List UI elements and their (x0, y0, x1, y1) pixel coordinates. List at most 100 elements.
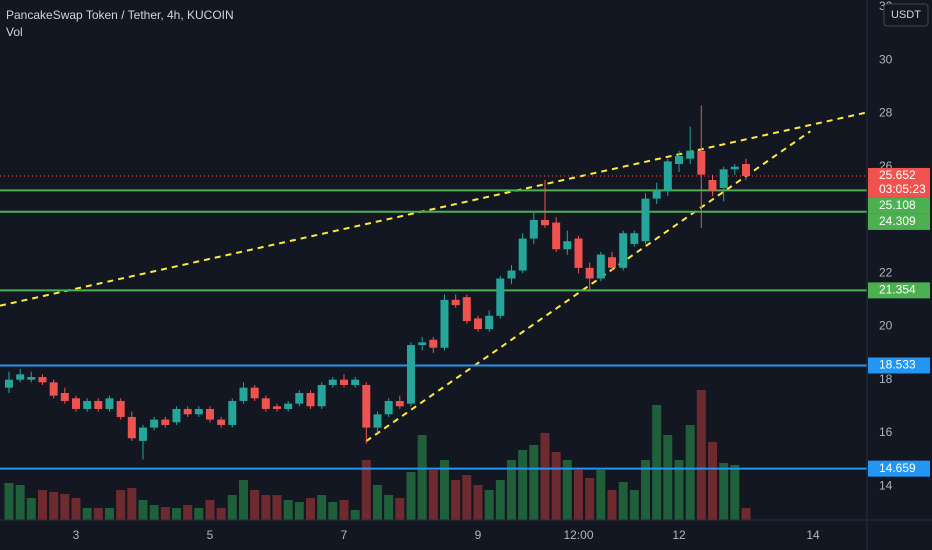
last-price-box (868, 167, 930, 198)
x-tick-label: 12 (672, 528, 686, 542)
volume-bar (238, 480, 248, 520)
volume-bar (562, 460, 572, 520)
volume-bar (261, 495, 271, 520)
volume-bar (93, 508, 103, 520)
volume-bar (741, 508, 751, 520)
volume-bar (506, 460, 516, 520)
level-label: 14.659 (879, 461, 916, 475)
candle-body (708, 179, 717, 191)
candle-body (4, 379, 13, 388)
volume-bar (484, 490, 494, 520)
volume-bar (406, 472, 416, 520)
y-tick-label: 22 (879, 265, 893, 279)
volume-bar (116, 490, 126, 520)
volume-bar (719, 463, 729, 520)
level-box (868, 282, 930, 299)
candle-body (183, 408, 192, 415)
volume-bar (629, 490, 639, 520)
level-box (868, 213, 930, 230)
trend-line (0, 111, 868, 307)
candle-body (362, 385, 371, 428)
chart-title: PancakeSwap Token / Tether, 4h, KUCOIN (6, 8, 234, 22)
candle-body (105, 398, 114, 409)
volume-bar (685, 425, 695, 520)
candle-body (741, 164, 750, 176)
volume-bar (607, 490, 617, 520)
x-tick-label: 12:00 (563, 528, 593, 542)
volume-bar (361, 460, 371, 520)
candle-body (697, 150, 706, 175)
volume-bar (451, 480, 461, 520)
x-tick-label: 7 (341, 528, 348, 542)
candle-body (630, 233, 639, 244)
volume-bar (149, 505, 159, 520)
volume-bar (585, 478, 595, 520)
level-box (868, 357, 930, 374)
candle-body (127, 416, 136, 439)
level-label: 18.533 (879, 358, 916, 372)
candle-body (585, 267, 594, 279)
level-label: 21.354 (879, 283, 916, 297)
candle-body (496, 278, 505, 316)
candle-body (351, 379, 360, 386)
candle-body (663, 161, 672, 191)
candle-body (94, 400, 103, 409)
volume-bar (384, 495, 394, 520)
level-box (868, 460, 930, 477)
volume-bar (138, 500, 148, 520)
candle-body (373, 414, 382, 428)
volume-bar (283, 500, 293, 520)
candle-body (395, 400, 404, 407)
candle-body (172, 408, 181, 423)
volume-bar (596, 470, 606, 520)
volume-bar (339, 500, 349, 520)
volume-bar (26, 498, 36, 520)
candle-body (686, 150, 695, 159)
volume-bar (250, 490, 260, 520)
candle-body (161, 419, 170, 425)
y-tick-label: 16 (879, 425, 893, 439)
candle-body (652, 190, 661, 199)
candle-body (507, 270, 516, 279)
volume-bar (37, 490, 47, 520)
candle-body (261, 398, 270, 409)
volume-bar (216, 508, 226, 520)
countdown: 03:05:23 (879, 182, 926, 196)
volume-bar (696, 390, 706, 520)
volume-bar (395, 498, 405, 520)
volume-bar (663, 435, 673, 520)
level-box (868, 197, 930, 214)
y-tick-label: 18 (879, 372, 893, 386)
currency: USDT (891, 9, 921, 21)
volume-bar (730, 465, 740, 520)
volume-bar (618, 482, 628, 520)
volume-bar (473, 485, 483, 520)
candle-body (518, 238, 527, 271)
volume-bar (272, 495, 282, 520)
candle-body (239, 387, 248, 401)
volume-bar (15, 485, 25, 520)
volume-bar (183, 505, 193, 520)
volume-label: Vol (6, 25, 23, 39)
volume-bar (529, 445, 539, 520)
candle-body (284, 403, 293, 409)
volume-bar (294, 502, 304, 520)
candle-body (529, 219, 538, 239)
candle-body (272, 406, 281, 409)
volume-bar (49, 492, 59, 520)
candle-body (462, 297, 471, 322)
x-tick-label: 9 (475, 528, 482, 542)
y-tick-label: 28 (879, 106, 893, 120)
last-price-label: 25.652 (879, 168, 916, 182)
volume-bar (462, 475, 472, 520)
y-tick-label: 20 (879, 319, 893, 333)
volume-bar (71, 498, 81, 520)
volume-bar (60, 494, 70, 520)
volume-bar (227, 495, 237, 520)
volume-bar (551, 452, 561, 520)
candle-body (563, 241, 572, 250)
currency-badge[interactable] (883, 3, 929, 27)
candle-body (719, 169, 728, 188)
candle-body (138, 427, 147, 441)
